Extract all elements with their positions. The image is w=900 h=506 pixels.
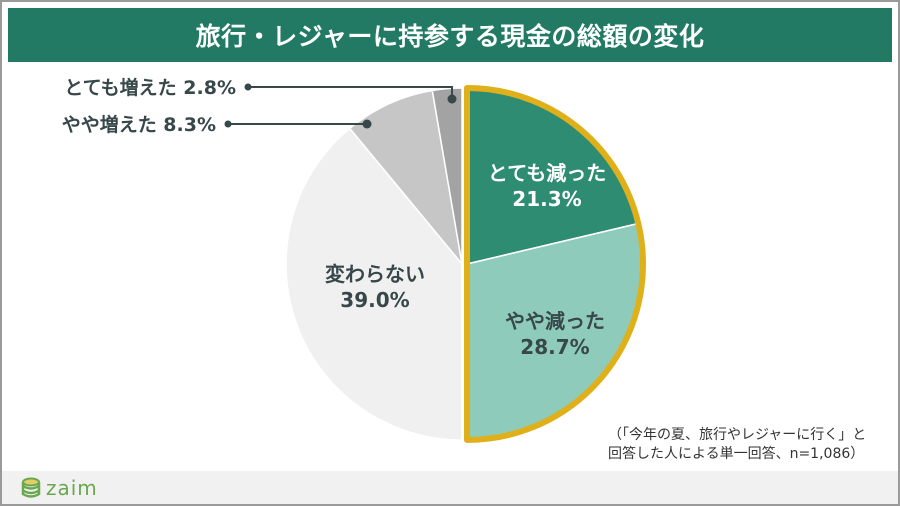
slice-very-increased xyxy=(431,87,463,265)
slice-unchanged xyxy=(285,127,463,441)
label-unchanged-name: 変わらない xyxy=(325,262,425,286)
label-very-decreased-value: 21.3% xyxy=(512,187,581,211)
title-banner: 旅行・レジャーに持参する現金の総額の変化 xyxy=(8,8,892,62)
logo-text: zaim xyxy=(46,476,98,500)
footer-bar: zaim xyxy=(2,471,898,504)
survey-note-line1: （「今年の夏、旅行やレジャーに行く」と xyxy=(608,427,867,443)
leader-very-increased xyxy=(244,83,457,104)
label-very-increased: とても増えた 2.8% xyxy=(64,76,236,99)
highlight-border xyxy=(464,85,646,443)
survey-note-line2: 回答した人による単一回答、n=1,086） xyxy=(608,446,865,462)
label-slightly-decreased-value: 28.7% xyxy=(520,335,589,359)
leader-slightly-increased xyxy=(224,119,372,129)
survey-note: （「今年の夏、旅行やレジャーに行く」と 回答した人による単一回答、n=1,086… xyxy=(608,426,866,464)
coin-stack-icon xyxy=(21,477,41,498)
zaim-logo: zaim xyxy=(20,476,98,500)
label-slightly-increased: やや増えた 8.3% xyxy=(62,113,216,136)
chart-title: 旅行・レジャーに持参する現金の総額の変化 xyxy=(195,22,705,51)
slice-slightly-increased xyxy=(348,89,464,267)
label-very-decreased-name: とても減った xyxy=(488,161,606,185)
label-slightly-decreased-name: やや減った xyxy=(505,309,605,333)
label-unchanged-value: 39.0% xyxy=(340,288,409,312)
highlight-group xyxy=(464,85,646,443)
